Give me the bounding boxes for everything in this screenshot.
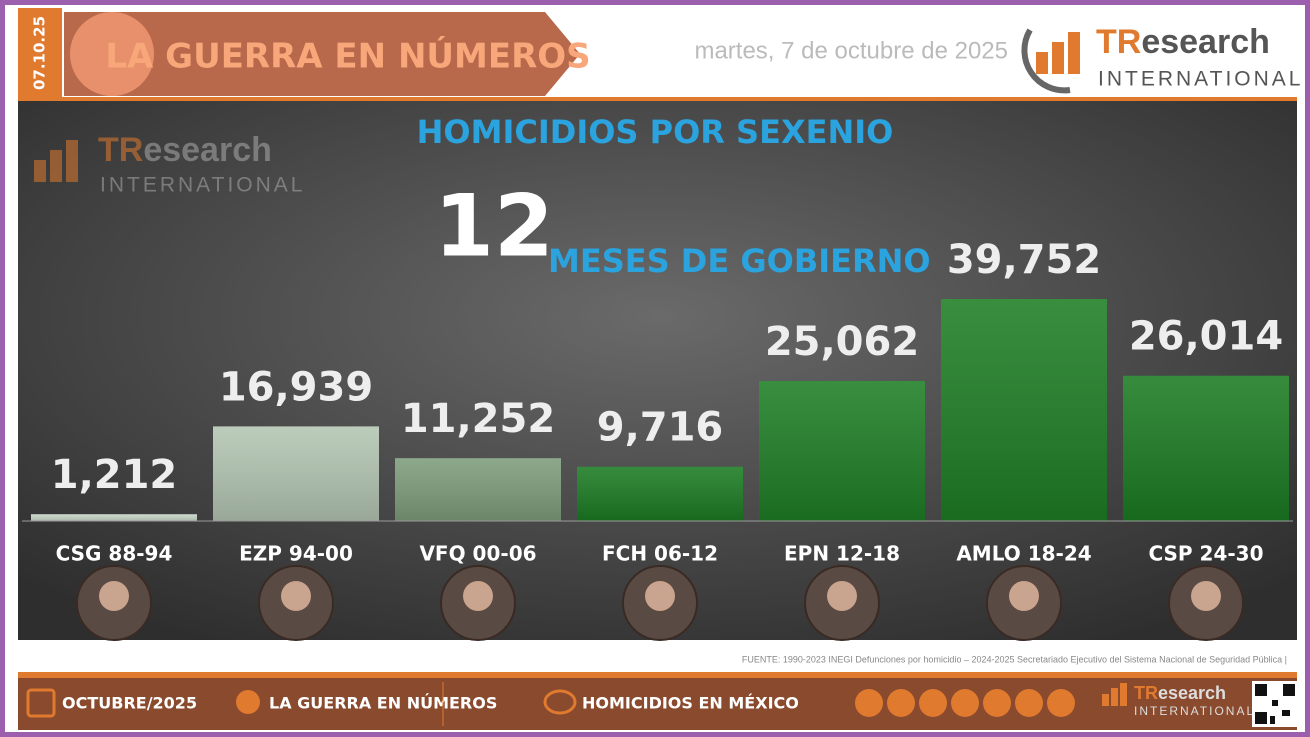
youtube-icon[interactable]: [1047, 689, 1075, 717]
portrait-face: [281, 581, 311, 611]
logo-bar: [1036, 52, 1048, 74]
logo-sub: INTERNATIONAL: [1134, 704, 1255, 718]
subtitle-number: 12: [434, 176, 554, 276]
bar-shade: [395, 458, 561, 521]
category-label: CSP 24-30: [1148, 542, 1263, 566]
qr-finder: [1283, 684, 1295, 696]
web-icon[interactable]: [855, 689, 883, 717]
bar-shade: [31, 514, 197, 521]
qr-module: [1270, 716, 1275, 724]
qr-finder: [1255, 712, 1267, 724]
logo-rest: esearch: [143, 131, 272, 169]
logo-bar: [1102, 694, 1109, 706]
logo-accent: TR: [1134, 683, 1158, 703]
footer-section: LA GUERRA EN NÚMEROS: [269, 694, 497, 713]
logo-text: TResearch: [98, 131, 272, 169]
logo-rest: esearch: [1141, 23, 1270, 61]
logo-rest: esearch: [1158, 683, 1226, 703]
portrait-face: [463, 581, 493, 611]
source: FUENTE: 1990-2023 INEGI Defunciones por …: [742, 654, 1287, 664]
bar-shade: [759, 381, 925, 521]
logo: TResearch INTERNATIONAL: [1021, 23, 1303, 94]
facebook-icon[interactable]: [983, 689, 1011, 717]
footer-month: OCTUBRE/2025: [62, 694, 197, 713]
bar-shade: [1123, 375, 1289, 521]
date-tab: [18, 8, 62, 98]
twitter-icon[interactable]: [951, 689, 979, 717]
date-tab-text: 07.10.25: [31, 16, 49, 90]
footer-topic: HOMICIDIOS EN MÉXICO: [582, 694, 799, 713]
bar-shade: [941, 299, 1107, 521]
logo-sub: INTERNATIONAL: [1098, 68, 1303, 91]
logo-bar: [1052, 42, 1064, 74]
value-label: 25,062: [765, 319, 919, 365]
banner: [64, 12, 580, 96]
qr-module: [1272, 700, 1278, 706]
logo-sub: INTERNATIONAL: [100, 174, 305, 197]
logo-text: TResearch: [1134, 683, 1226, 703]
chart-subtitle: MESES DE GOBIERNO: [548, 242, 931, 280]
bar-shade: [213, 426, 379, 521]
footer-rule: [18, 672, 1297, 678]
calendar-icon: [26, 688, 56, 718]
category-label: EPN 12-18: [784, 542, 900, 566]
qr-module: [1282, 710, 1290, 716]
chart-title: HOMICIDIOS POR SEXENIO: [417, 113, 894, 151]
qr-finder: [1255, 684, 1267, 696]
banner-text: LA GUERRA EN NÚMEROS: [105, 36, 590, 77]
logo-accent: TR: [1096, 23, 1141, 61]
plot: 1,212 CSG 88-94 16,939 EZP 94-00 11,252 VFQ 0…: [31, 237, 1289, 641]
logo-bar: [50, 150, 62, 182]
logo-bar: [34, 160, 46, 182]
qr-pattern: [1255, 684, 1295, 724]
linkedin-icon[interactable]: [1015, 689, 1043, 717]
category-label: CSG 88-94: [56, 542, 173, 566]
portrait-face: [1009, 581, 1039, 611]
logo-text: TResearch: [1096, 23, 1270, 61]
category-label: AMLO 18-24: [956, 542, 1091, 566]
mail-icon[interactable]: [919, 689, 947, 717]
logo-swoosh: [1021, 28, 1071, 94]
value-label: 16,939: [219, 364, 373, 410]
logo-bar: [1120, 683, 1127, 706]
map-icon: [70, 12, 154, 96]
header-rule: [18, 97, 1297, 101]
value-label: 39,752: [947, 237, 1101, 283]
logo-bar: [66, 140, 78, 182]
portrait-face: [99, 581, 129, 611]
value-label: 11,252: [401, 396, 555, 442]
social-icons: [855, 689, 1075, 717]
category-label: EZP 94-00: [239, 542, 353, 566]
portrait-face: [645, 581, 675, 611]
portrait-face: [827, 581, 857, 611]
footer: [18, 678, 1297, 730]
logo-bar: [1111, 688, 1118, 706]
chat-icon: [543, 689, 577, 715]
category-label: FCH 06-12: [602, 542, 718, 566]
logo-bar: [1068, 32, 1080, 74]
footer-logo: TResearch INTERNATIONAL: [1102, 683, 1255, 718]
bar-shade: [577, 466, 743, 521]
phone-icon[interactable]: [887, 689, 915, 717]
logo-accent: TR: [98, 131, 143, 169]
category-label: VFQ 00-06: [419, 542, 536, 566]
watermark-logo: TResearch INTERNATIONAL: [34, 131, 305, 197]
portrait-face: [1191, 581, 1221, 611]
date: martes, 7 de octubre de 2025: [694, 37, 1008, 64]
value-label: 1,212: [51, 452, 178, 498]
value-label: 9,716: [597, 405, 724, 451]
value-label: 26,014: [1129, 314, 1283, 360]
map-pin-icon: [236, 690, 260, 714]
